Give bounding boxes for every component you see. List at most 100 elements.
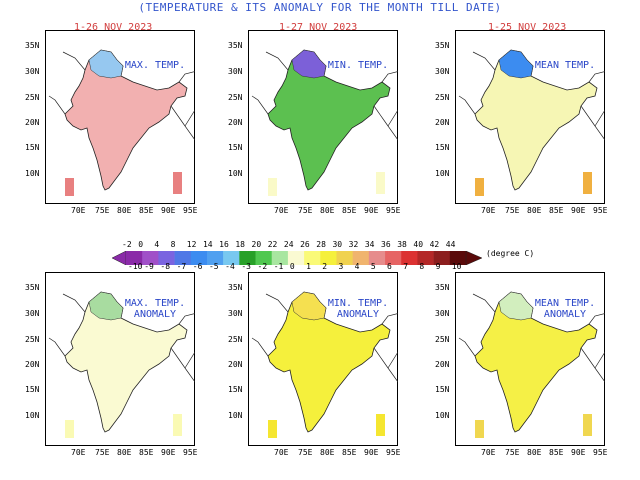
colorbar-anomaly-label: -10 xyxy=(128,262,143,271)
lat-tick-label: 30N xyxy=(25,309,40,318)
coastline xyxy=(184,109,195,127)
map-panel: MEAN TEMP. ANOMALY 35N 30N 25N 20N 15N 10N 70E 7… xyxy=(435,272,615,457)
colorbar-anomaly-label: -1 xyxy=(273,262,284,271)
lon-tick-label: 75E xyxy=(95,448,110,457)
colorbar-temp-label: -2 xyxy=(122,240,132,249)
lon-tick-label: 80E xyxy=(527,206,542,215)
colorbar-segment xyxy=(142,251,159,265)
colorbar-segment xyxy=(401,251,418,265)
lon-tick-label: 90E xyxy=(161,448,176,457)
lon-tick-label: 85E xyxy=(139,448,154,457)
colorbar xyxy=(111,250,484,269)
lat-tick-label: 20N xyxy=(25,360,40,369)
colorbar-anomaly-label: -8 xyxy=(160,262,171,271)
colorbar-temp-label: 34 xyxy=(364,240,375,249)
colorbar-segment xyxy=(287,251,305,265)
lon-tick-label: 85E xyxy=(342,206,357,215)
lat-tick-label: 35N xyxy=(25,283,40,292)
lon-tick-label: 90E xyxy=(571,206,586,215)
lat-tick-label: 10N xyxy=(25,169,40,178)
coastline xyxy=(472,51,496,71)
lon-tick-label: 75E xyxy=(505,448,520,457)
colorbar-segment xyxy=(190,251,208,265)
lon-tick-label: 95E xyxy=(386,206,401,215)
north-region xyxy=(291,291,327,321)
colorbar-temp-label: 14 xyxy=(202,240,213,249)
lat-tick-label: 30N xyxy=(228,67,243,76)
india-landmass xyxy=(474,49,598,191)
india-landmass xyxy=(267,49,391,191)
colorbar-anomaly-label: 3 xyxy=(338,262,344,271)
island-inset xyxy=(583,414,592,436)
india-map xyxy=(45,30,195,204)
island-inset xyxy=(65,178,74,196)
lat-tick-label: 15N xyxy=(228,143,243,152)
map-panel: MAX. TEMP. ANOMALY 35N 30N 25N 20N 15N 10N 70E 7… xyxy=(25,272,205,457)
panel-title: MIN. TEMP. ANOMALY xyxy=(327,298,389,320)
lat-tick-label: 20N xyxy=(435,360,450,369)
colorbar-temp-label: 22 xyxy=(267,240,278,249)
colorbar-temp-label: 38 xyxy=(397,240,407,249)
coastline xyxy=(48,337,66,357)
coastline xyxy=(588,71,605,83)
india-landmass xyxy=(474,291,598,433)
colorbar-anomaly-label: 10 xyxy=(451,262,462,271)
lon-tick-label: 70E xyxy=(274,448,289,457)
lon-tick-label: 80E xyxy=(117,206,132,215)
lon-tick-label: 85E xyxy=(549,206,564,215)
colorbar-segment xyxy=(385,251,402,265)
coastline xyxy=(265,51,289,71)
lon-tick-label: 90E xyxy=(161,206,176,215)
lon-tick-label: 75E xyxy=(95,206,110,215)
coastline xyxy=(594,109,605,127)
colorbar-segment xyxy=(352,251,370,265)
lat-tick-label: 25N xyxy=(435,335,450,344)
north-region xyxy=(88,291,124,321)
island-inset xyxy=(475,178,484,196)
colorbar-segment xyxy=(239,251,256,265)
colorbar-temp-label: 8 xyxy=(170,240,176,249)
colorbar-segment xyxy=(126,251,143,265)
colorbar-segment xyxy=(417,251,434,265)
lat-tick-label: 15N xyxy=(435,143,450,152)
lon-tick-label: 90E xyxy=(364,206,379,215)
colorbar-temp-label: 18 xyxy=(235,240,245,249)
panel-date: 1-26 NOV 2023 xyxy=(74,22,153,33)
panel-date: 1-27 NOV 2023 xyxy=(279,22,358,33)
coastline xyxy=(62,51,86,71)
colorbar-temp-label: 28 xyxy=(316,240,326,249)
india-landmass xyxy=(64,291,188,433)
panel-title: MAX. TEMP. xyxy=(124,60,186,71)
island-inset xyxy=(376,414,385,436)
coastline xyxy=(251,337,269,357)
colorbar-temp-label: 42 xyxy=(429,240,440,249)
lat-tick-label: 30N xyxy=(435,67,450,76)
coastline xyxy=(62,293,86,313)
coastline xyxy=(381,313,398,325)
lon-tick-label: 95E xyxy=(183,206,198,215)
colorbar-segment xyxy=(368,251,386,265)
island-inset xyxy=(376,172,385,194)
north-region xyxy=(291,49,327,79)
coastline xyxy=(184,351,195,369)
colorbar-anomaly-label: -5 xyxy=(208,262,219,271)
colorbar-segment xyxy=(255,251,273,265)
colorbar-temp-label: 36 xyxy=(381,240,391,249)
lat-tick-label: 15N xyxy=(25,385,40,394)
coastline xyxy=(472,293,496,313)
island-inset xyxy=(173,172,182,194)
lon-tick-label: 85E xyxy=(342,448,357,457)
coastline xyxy=(387,109,398,127)
lon-tick-label: 95E xyxy=(183,448,198,457)
lat-tick-label: 25N xyxy=(435,93,450,102)
india-map xyxy=(248,272,398,446)
colorbar-temp-label: 32 xyxy=(348,240,359,249)
island-inset xyxy=(268,420,277,438)
panel-title: MEAN TEMP. ANOMALY xyxy=(534,298,596,320)
lon-tick-label: 90E xyxy=(571,448,586,457)
colorbar-anomaly-label: -6 xyxy=(192,262,203,271)
panel-title: MAX. TEMP. ANOMALY xyxy=(124,298,186,320)
island-inset xyxy=(268,178,277,196)
coastline xyxy=(588,313,605,325)
lon-tick-label: 80E xyxy=(117,448,132,457)
